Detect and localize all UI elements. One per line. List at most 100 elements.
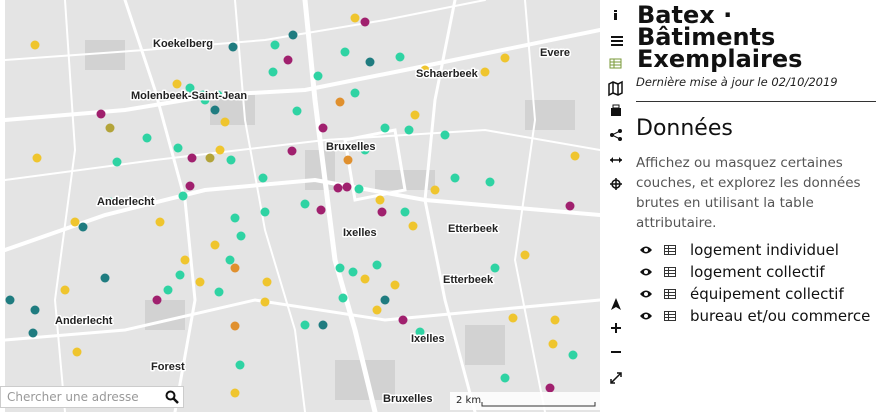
map-marker[interactable] xyxy=(230,213,240,223)
map-marker[interactable] xyxy=(360,145,370,155)
map-marker[interactable] xyxy=(230,321,240,331)
map-marker[interactable] xyxy=(318,123,328,133)
map-marker[interactable] xyxy=(372,260,382,270)
map-marker[interactable] xyxy=(72,347,82,357)
table-toggle[interactable] xyxy=(664,266,677,278)
map-marker[interactable] xyxy=(343,155,353,165)
map-marker[interactable] xyxy=(210,105,220,115)
map-marker[interactable] xyxy=(480,67,490,77)
map-marker[interactable] xyxy=(5,295,15,305)
map-marker[interactable] xyxy=(214,287,224,297)
share-button[interactable] xyxy=(610,129,622,141)
map-marker[interactable] xyxy=(318,320,328,330)
map-marker[interactable] xyxy=(500,53,510,63)
zoom-in-button[interactable] xyxy=(611,323,621,333)
map-marker[interactable] xyxy=(258,173,268,183)
map-marker[interactable] xyxy=(342,182,352,192)
map-marker[interactable] xyxy=(60,285,70,295)
map-marker[interactable] xyxy=(187,153,197,163)
map-marker[interactable] xyxy=(180,255,190,265)
layer-row[interactable]: logement collectif xyxy=(636,261,881,283)
map-marker[interactable] xyxy=(100,273,110,283)
map-marker[interactable] xyxy=(235,360,245,370)
map-marker[interactable] xyxy=(335,97,345,107)
map-marker[interactable] xyxy=(70,217,80,227)
map-marker[interactable] xyxy=(340,47,350,57)
visibility-toggle[interactable] xyxy=(639,289,653,299)
map-marker[interactable] xyxy=(398,315,408,325)
map-marker[interactable] xyxy=(390,280,400,290)
measure-button[interactable] xyxy=(610,157,622,163)
visibility-toggle[interactable] xyxy=(639,245,653,255)
map-marker[interactable] xyxy=(313,71,323,81)
table-button[interactable] xyxy=(609,58,622,69)
map-marker[interactable] xyxy=(105,123,115,133)
map-marker[interactable] xyxy=(508,313,518,323)
map-marker[interactable] xyxy=(260,207,270,217)
map-marker[interactable] xyxy=(550,315,560,325)
map-marker[interactable] xyxy=(155,217,165,227)
map-marker[interactable] xyxy=(205,153,215,163)
map-marker[interactable] xyxy=(570,151,580,161)
map-marker[interactable] xyxy=(213,90,223,100)
map-marker[interactable] xyxy=(215,145,225,155)
map-marker[interactable] xyxy=(30,305,40,315)
map-marker[interactable] xyxy=(380,123,390,133)
map-marker[interactable] xyxy=(292,106,302,116)
map-marker[interactable] xyxy=(173,143,183,153)
map-marker[interactable] xyxy=(262,277,272,287)
map-marker[interactable] xyxy=(287,146,297,156)
map-marker[interactable] xyxy=(520,250,530,260)
map-marker[interactable] xyxy=(270,40,280,50)
map-marker[interactable] xyxy=(490,263,500,273)
map-marker[interactable] xyxy=(230,263,240,273)
map-marker[interactable] xyxy=(420,65,430,75)
map-marker[interactable] xyxy=(354,184,364,194)
map-marker[interactable] xyxy=(175,270,185,280)
map-marker[interactable] xyxy=(225,255,235,265)
map-marker[interactable] xyxy=(333,183,343,193)
map-marker[interactable] xyxy=(236,231,246,241)
map-marker[interactable] xyxy=(500,373,510,383)
layer-row[interactable]: logement individuel xyxy=(636,239,881,261)
layer-row[interactable]: équipement collectif xyxy=(636,283,881,305)
locate-button[interactable] xyxy=(610,178,622,190)
map-marker[interactable] xyxy=(178,191,188,201)
print-button[interactable] xyxy=(611,104,621,116)
map-marker[interactable] xyxy=(377,207,387,217)
visibility-toggle[interactable] xyxy=(639,311,653,321)
map-marker[interactable] xyxy=(220,117,230,127)
map-marker[interactable] xyxy=(348,267,358,277)
map-marker[interactable] xyxy=(268,67,278,77)
map-marker[interactable] xyxy=(350,13,360,23)
map-marker[interactable] xyxy=(185,83,195,93)
map-marker[interactable] xyxy=(350,88,360,98)
map-marker[interactable] xyxy=(230,388,240,398)
north-button[interactable] xyxy=(611,298,621,310)
map-marker[interactable] xyxy=(440,130,450,140)
map-marker[interactable] xyxy=(565,201,575,211)
map-marker[interactable] xyxy=(430,185,440,195)
table-toggle[interactable] xyxy=(664,288,677,300)
map-marker[interactable] xyxy=(450,173,460,183)
map-marker[interactable] xyxy=(408,221,418,231)
map-marker[interactable] xyxy=(338,293,348,303)
map-marker[interactable] xyxy=(96,109,106,119)
map-marker[interactable] xyxy=(32,153,42,163)
map-marker[interactable] xyxy=(152,295,162,305)
map-marker[interactable] xyxy=(335,263,345,273)
layer-row[interactable]: bureau et/ou commerce xyxy=(636,305,881,327)
map-marker[interactable] xyxy=(360,274,370,284)
visibility-toggle[interactable] xyxy=(639,267,653,277)
map-marker[interactable] xyxy=(210,240,220,250)
map-marker[interactable] xyxy=(28,328,38,338)
map-marker[interactable] xyxy=(30,40,40,50)
map-marker[interactable] xyxy=(228,42,238,52)
table-toggle[interactable] xyxy=(664,244,677,256)
map-marker[interactable] xyxy=(375,195,385,205)
address-search[interactable]: Chercher une adresse xyxy=(0,386,184,408)
map-marker[interactable] xyxy=(404,125,414,135)
map-marker[interactable] xyxy=(163,285,173,295)
map-marker[interactable] xyxy=(112,157,122,167)
map-marker[interactable] xyxy=(568,350,578,360)
